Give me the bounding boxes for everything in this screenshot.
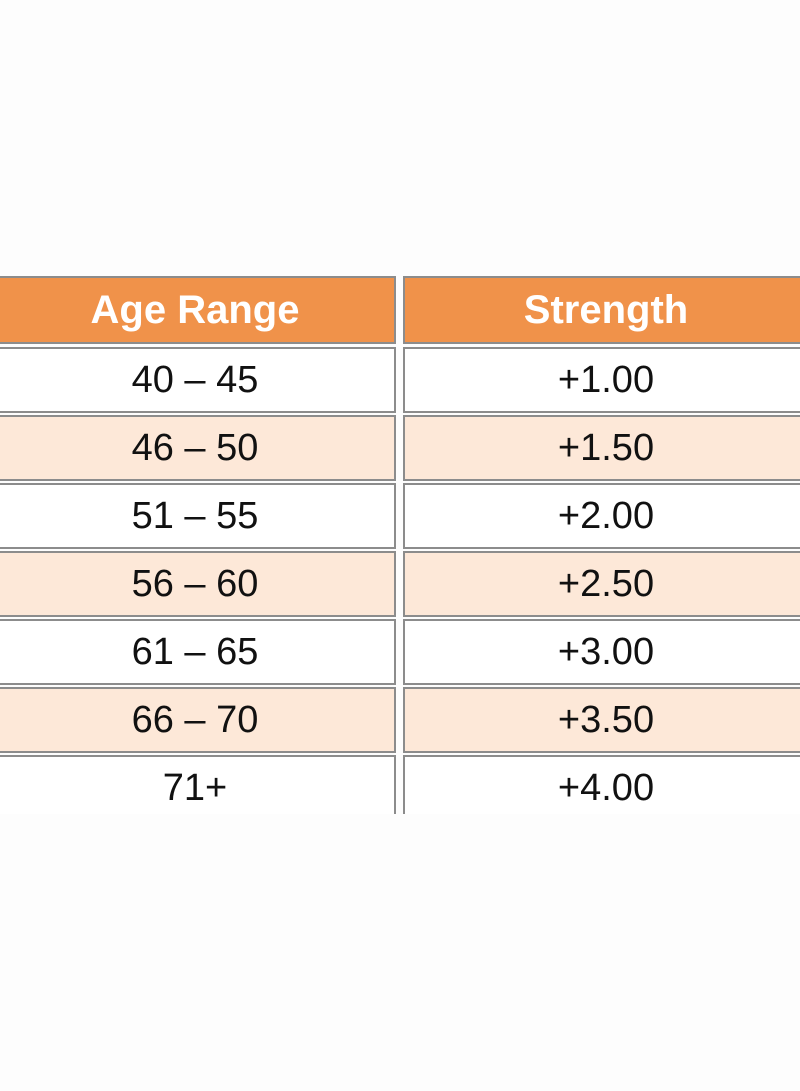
header-cell: Strength: [403, 276, 800, 344]
table-cell: +1.50: [403, 415, 800, 481]
table-cell: +4.00: [403, 755, 800, 814]
table-cell: +3.50: [403, 687, 800, 753]
header-cell: Age Range: [0, 276, 396, 344]
table-cell: 56 – 60: [0, 551, 396, 617]
table-cell: 40 – 45: [0, 347, 396, 413]
table-cell: +2.00: [403, 483, 800, 549]
table-cell: +1.00: [403, 347, 800, 413]
table: Age Range Strength 40 – 45 +1.00 46 – 50 +1.5…: [0, 276, 800, 814]
table-cell: 71+: [0, 755, 396, 814]
table-cell: 61 – 65: [0, 619, 396, 685]
table-cell: 51 – 55: [0, 483, 396, 549]
table-cell: +3.00: [403, 619, 800, 685]
table-cell: 66 – 70: [0, 687, 396, 753]
table-cell: 46 – 50: [0, 415, 396, 481]
table-cell: +2.50: [403, 551, 800, 617]
